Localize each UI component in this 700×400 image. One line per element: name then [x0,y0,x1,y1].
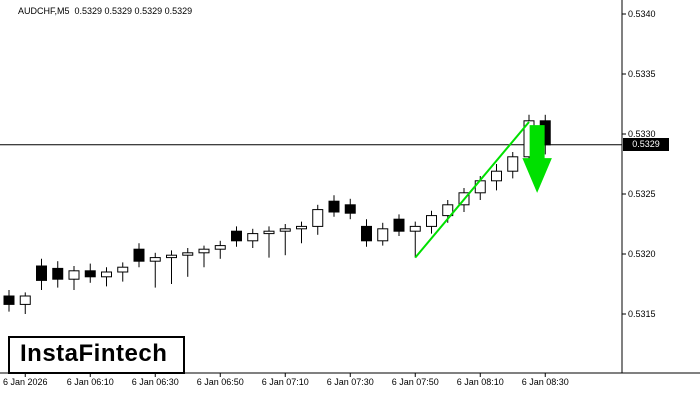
candle-body [344,204,356,214]
price-axis-label: 0.5320 [628,249,656,259]
candle-body [3,295,15,305]
candle-body [361,225,372,242]
candle-body [279,228,291,232]
candle-body [182,252,194,256]
candle-body [263,230,275,235]
bid-price-tag: 0.5329 [623,138,669,152]
candle-body [19,295,31,305]
candle-body [149,257,161,262]
time-axis-label: 6 Jan 08:10 [456,377,504,387]
time-axis-label: 6 Jan 06:30 [131,377,179,387]
candle-body [68,270,80,280]
candle-body [166,254,177,259]
time-axis-label: 6 Jan 07:30 [326,377,374,387]
candle-body [328,200,340,213]
time-axis-label: 6 Jan 08:30 [521,377,569,387]
price-axis-label: 0.5335 [628,69,656,79]
time-axis-label: 6 Jan 07:10 [261,377,309,387]
price-axis-label: 0.5340 [628,9,656,19]
time-axis-label: 6 Jan 2026 [2,377,48,387]
candle-body [36,265,47,281]
candle-body [426,215,437,227]
candle-body [231,230,242,242]
price-axis-label: 0.5315 [628,309,656,319]
candle-body [474,180,486,194]
time-axis-label: 6 Jan 06:10 [66,377,114,387]
price-axis-label: 0.5325 [628,189,656,199]
candle-body [491,170,502,182]
candle-body [247,233,259,242]
candle-body [117,266,129,273]
candle-body [312,209,324,227]
candle-body [133,248,145,262]
candle-body [409,225,421,232]
symbol-ohlc-header: AUDCHF,M5 0.5329 0.5329 0.5329 0.5329 [18,6,193,16]
candle-body [214,245,226,250]
candle-body [377,228,389,242]
candle-body [442,204,454,217]
candle-body [296,225,307,230]
candle-body [393,218,405,232]
trend-line [414,121,530,259]
candle-body [52,267,64,280]
candle-body [198,248,210,254]
candle-body [507,156,519,172]
candle-body [101,271,112,278]
price-axis-label: 0.5330 [628,129,656,139]
signal-arrow-down [522,125,552,193]
instafintech-logo: InstaFintech [8,336,186,374]
time-axis-label: 6 Jan 07:50 [391,377,439,387]
time-axis-label: 6 Jan 06:50 [196,377,244,387]
candle-body [84,270,96,278]
